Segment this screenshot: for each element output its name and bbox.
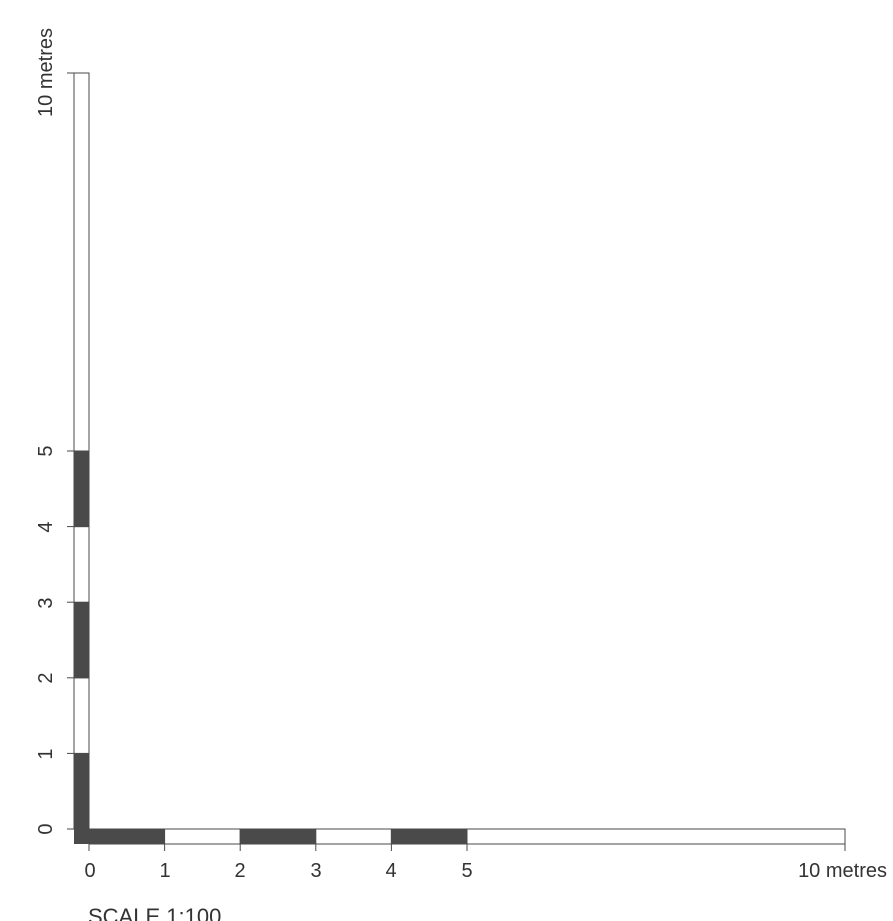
horizontal-tick-label-5: 5 — [461, 860, 472, 882]
scale-caption: SCALE 1:100 — [88, 904, 221, 921]
horizontal-tick-label-2: 2 — [234, 860, 245, 882]
horizontal-scale-bar — [88, 828, 846, 851]
vertical-tick-label-2: 2 — [35, 672, 57, 683]
vertical-segment-0-1 — [73, 752, 90, 830]
horizontal-tick-labels: 0 1 2 3 4 5 10 metres — [84, 860, 887, 882]
vertical-tick-label-1: 1 — [35, 748, 57, 759]
corner-block — [74, 829, 89, 844]
vertical-segment-5-10 — [73, 72, 90, 452]
horizontal-segment-2-3 — [239, 828, 317, 845]
vertical-tick-labels: 0 1 2 3 4 5 10 metres — [35, 28, 57, 835]
vertical-tick-label-3: 3 — [35, 597, 57, 608]
vertical-tick-label-0: 0 — [35, 823, 57, 834]
vertical-scale-bar — [67, 72, 90, 830]
horizontal-segment-0-1 — [88, 828, 166, 845]
vertical-tick-label-4: 4 — [35, 521, 57, 532]
horizontal-tick-label-1: 1 — [159, 860, 170, 882]
vertical-tick-label-5: 5 — [35, 445, 57, 456]
horizontal-segment-4-5 — [390, 828, 468, 845]
horizontal-tick-label-4: 4 — [385, 860, 396, 882]
horizontal-end-label: 10 metres — [798, 860, 887, 882]
horizontal-tick-label-3: 3 — [310, 860, 321, 882]
horizontal-segment-1-2 — [164, 828, 241, 845]
horizontal-segment-5-10 — [466, 828, 846, 845]
vertical-end-label: 10 metres — [35, 28, 57, 117]
vertical-segment-3-4 — [73, 526, 90, 603]
horizontal-tick-label-0: 0 — [84, 860, 95, 882]
vertical-segment-1-2 — [73, 677, 90, 754]
vertical-segment-2-3 — [73, 601, 90, 679]
horizontal-segment-3-4 — [315, 828, 392, 845]
vertical-segment-4-5 — [73, 450, 90, 528]
